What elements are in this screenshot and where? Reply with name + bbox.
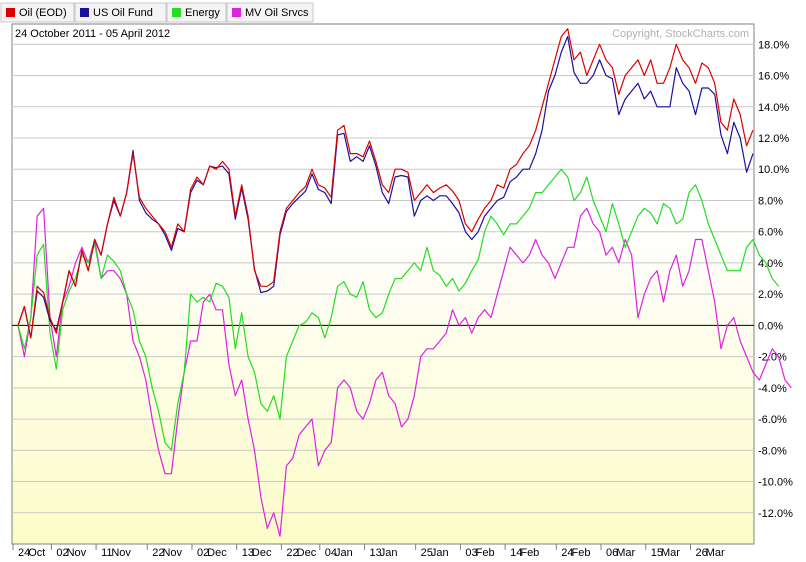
plot-area bbox=[11, 23, 755, 545]
copyright-label: Copyright, StockCharts.com bbox=[612, 28, 749, 40]
x-tick-label: Jan bbox=[431, 547, 449, 559]
x-tick-label: 04 bbox=[325, 547, 337, 559]
y-axis-tick-labels: -12.0% -10.0% -8.0% -6.0% -4.0% -2.0% 0.0% 2.0%… bbox=[758, 39, 793, 519]
legend-swatch-us-oil-fund bbox=[80, 8, 89, 17]
x-tick-label: 15 bbox=[651, 547, 663, 559]
y-tick-label: -6.0% bbox=[758, 414, 787, 426]
series-line-mv-oil-srvcs bbox=[17, 207, 792, 537]
y-tick-label: 4.0% bbox=[758, 258, 783, 270]
y-tick-label: -2.0% bbox=[758, 352, 787, 364]
x-tick-label: Jan bbox=[335, 547, 353, 559]
y-tick-label: 18.0% bbox=[758, 39, 789, 51]
x-tick-label: Dec bbox=[297, 547, 317, 559]
y-tick-label: 12.0% bbox=[758, 133, 789, 145]
series-line-energy bbox=[17, 168, 780, 451]
y-tick-label: 10.0% bbox=[758, 164, 789, 176]
x-tick-label: Dec bbox=[207, 547, 227, 559]
y-tick-label: 6.0% bbox=[758, 227, 783, 239]
legend: Oil (EOD) US Oil Fund Energy MV Oil Srvc… bbox=[0, 2, 314, 23]
legend-item-us-oil-fund[interactable]: US Oil Fund bbox=[74, 2, 167, 23]
x-tick-label: 25 bbox=[421, 547, 433, 559]
x-tick-label: 06 bbox=[606, 547, 618, 559]
y-tick-label: 0.0% bbox=[758, 320, 783, 332]
x-tick-label: Mar bbox=[616, 547, 635, 559]
y-tick-label: -8.0% bbox=[758, 445, 787, 457]
series-lines bbox=[17, 28, 792, 537]
series-line-us-oil-fund bbox=[17, 35, 754, 339]
series-line-oil-eod bbox=[17, 28, 754, 339]
legend-item-mv-oil-srvcs[interactable]: MV Oil Srvcs bbox=[226, 2, 314, 23]
x-tick-label: Feb bbox=[520, 547, 539, 559]
x-tick-label: Mar bbox=[661, 547, 680, 559]
x-tick-label: 03 bbox=[465, 547, 477, 559]
x-tick-label: 11 bbox=[101, 547, 112, 559]
legend-item-energy[interactable]: Energy bbox=[166, 2, 227, 23]
y-tick-label: -12.0% bbox=[758, 508, 793, 520]
x-tick-label: Oct bbox=[28, 547, 45, 559]
y-tick-label: 8.0% bbox=[758, 195, 783, 207]
legend-swatch-energy bbox=[172, 8, 181, 17]
x-tick-label: Jan bbox=[380, 547, 398, 559]
y-tick-label: 2.0% bbox=[758, 289, 783, 301]
x-tick-label: 26 bbox=[695, 547, 707, 559]
y-tick-label: 16.0% bbox=[758, 71, 789, 83]
legend-swatch-oil-eod bbox=[6, 8, 15, 17]
x-tick-label: Nov bbox=[111, 547, 131, 559]
x-tick-label: Nov bbox=[162, 547, 182, 559]
x-tick-label: 24 bbox=[18, 547, 30, 559]
legend-label-mv-oil-srvcs: MV Oil Srvcs bbox=[245, 7, 309, 19]
y-tick-label: 14.0% bbox=[758, 102, 789, 114]
x-tick-label: Dec bbox=[252, 547, 272, 559]
date-range-label: 24 October 2011 - 05 April 2012 bbox=[15, 28, 170, 40]
x-tick-label: 14 bbox=[510, 547, 522, 559]
legend-item-oil-eod[interactable]: Oil (EOD) bbox=[0, 2, 75, 23]
legend-swatch-mv-oil-srvcs bbox=[232, 8, 241, 17]
x-tick-label: 22 bbox=[286, 547, 298, 559]
legend-label-energy: Energy bbox=[185, 7, 220, 19]
x-tick-label: 22 bbox=[152, 547, 164, 559]
x-tick-label: 02 bbox=[197, 547, 209, 559]
grid-lines bbox=[12, 43, 754, 550]
x-tick-label: 02 bbox=[56, 547, 68, 559]
x-tick-label: Nov bbox=[67, 547, 87, 559]
y-tick-label: -4.0% bbox=[758, 383, 787, 395]
x-tick-label: Feb bbox=[571, 547, 590, 559]
legend-label-us-oil-fund: US Oil Fund bbox=[93, 7, 153, 19]
x-tick-label: 13 bbox=[242, 547, 254, 559]
legend-label-oil-eod: Oil (EOD) bbox=[19, 7, 67, 19]
x-tick-label: 24 bbox=[561, 547, 573, 559]
y-tick-label: -10.0% bbox=[758, 477, 793, 489]
x-tick-label: 13 bbox=[370, 547, 382, 559]
x-tick-label: Mar bbox=[706, 547, 725, 559]
x-tick-label: Feb bbox=[476, 547, 495, 559]
